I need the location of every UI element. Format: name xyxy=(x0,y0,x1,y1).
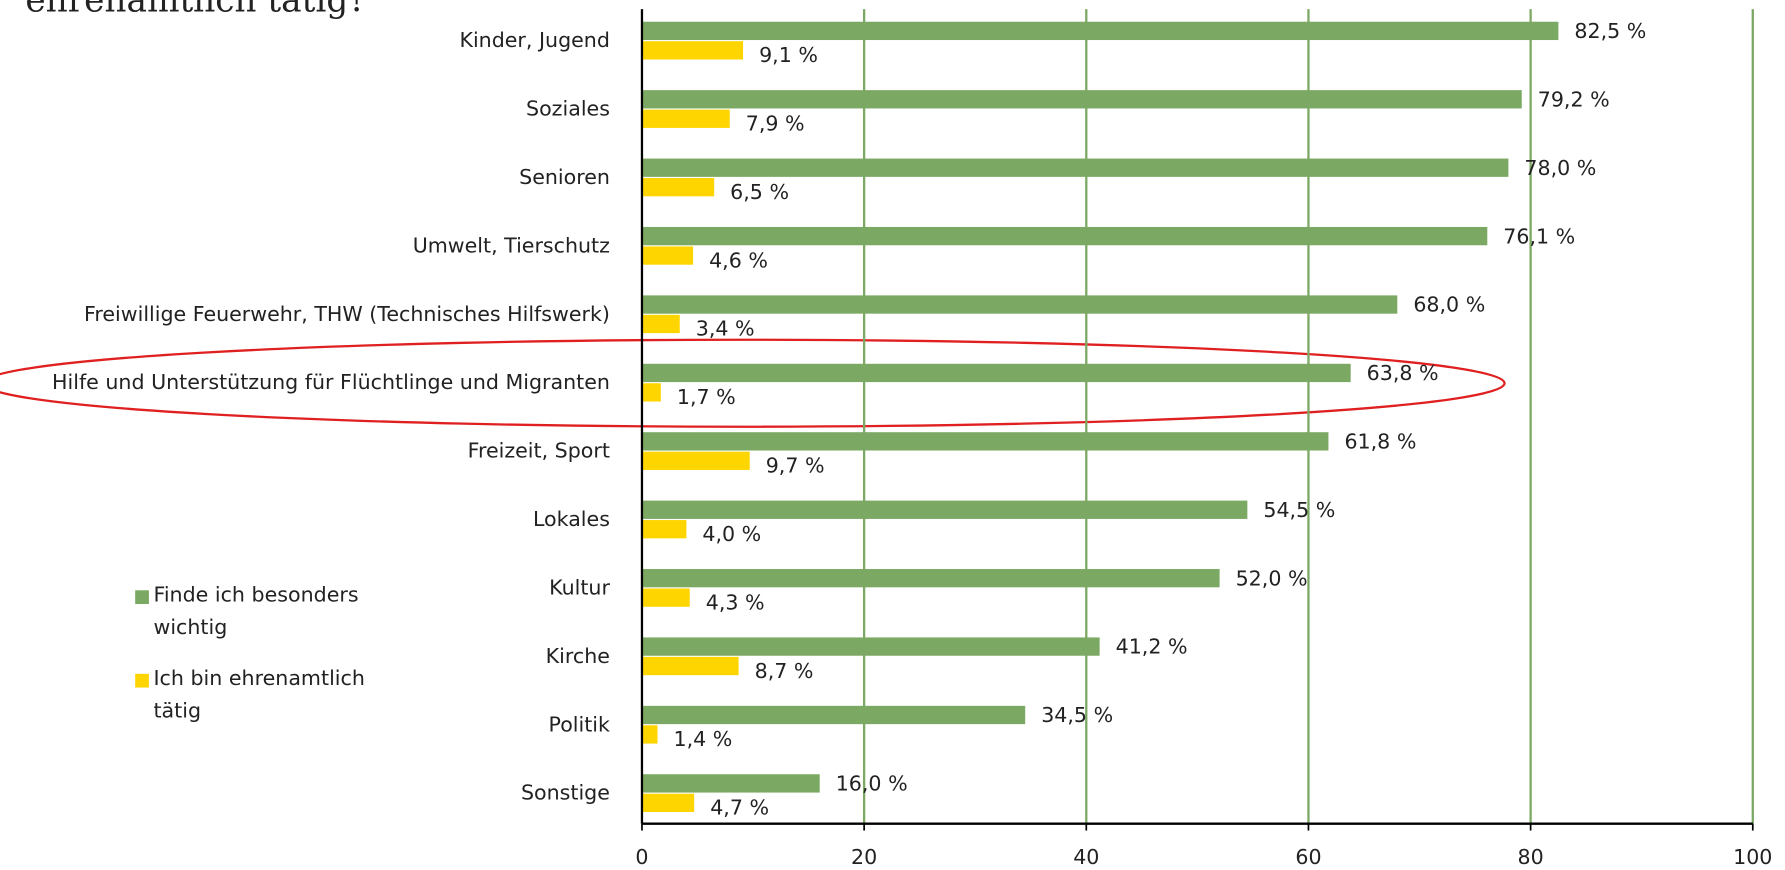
value-label: 9,7 % xyxy=(766,454,825,478)
value-label: 8,7 % xyxy=(755,659,814,683)
bar xyxy=(641,90,1522,109)
bar xyxy=(641,569,1220,588)
bar xyxy=(641,178,715,197)
value-label: 41,2 % xyxy=(1116,635,1188,659)
value-label: 16,0 % xyxy=(836,772,908,796)
y-tick-label: Lokales xyxy=(533,507,610,531)
value-label: 4,6 % xyxy=(709,248,768,272)
x-tick-label: 0 xyxy=(635,845,648,866)
y-tick-label: Kinder, Jugend xyxy=(459,28,609,52)
bar xyxy=(641,295,1398,314)
bar xyxy=(641,793,695,813)
y-tick-label: Soziales xyxy=(526,97,610,121)
bar xyxy=(641,158,1509,177)
bar xyxy=(641,432,1329,451)
y-tick-label: Politik xyxy=(549,712,610,736)
value-label: 4,7 % xyxy=(710,796,769,820)
bar xyxy=(641,656,739,676)
y-tick-label: Hilfe und Unterstützung für Flüchtlinge … xyxy=(52,370,610,394)
legend-item: Ich bin ehrenamtlich tätig xyxy=(153,666,365,724)
legend-label: Finde ich besonders wichtig xyxy=(153,583,359,640)
bar xyxy=(641,21,1559,41)
bar xyxy=(641,774,820,793)
value-label: 7,9 % xyxy=(746,111,805,135)
legend-label: Ich bin ehrenamtlich tätig xyxy=(153,666,365,724)
value-label: 68,0 % xyxy=(1413,293,1485,317)
highlight-ellipse xyxy=(0,338,1506,428)
y-tick-label: Umwelt, Tierschutz xyxy=(413,233,610,257)
y-tick-label: Freizeit, Sport xyxy=(468,439,610,463)
value-label: 4,0 % xyxy=(702,522,761,546)
x-tick-label: 40 xyxy=(1073,845,1099,866)
bar xyxy=(641,363,1351,383)
value-label: 63,8 % xyxy=(1367,361,1439,385)
value-label: 1,7 % xyxy=(677,385,736,409)
x-tick-label: 100 xyxy=(1733,845,1772,866)
y-tick-label: Senioren xyxy=(519,165,610,189)
bar xyxy=(641,451,750,470)
value-label: 9,1 % xyxy=(759,43,818,67)
bar xyxy=(641,637,1100,656)
bar xyxy=(641,314,680,334)
bar xyxy=(641,705,1026,725)
legend-item: Finde ich besonders wichtig xyxy=(153,583,359,640)
value-label: 76,1 % xyxy=(1503,224,1575,248)
value-label: 4,3 % xyxy=(706,590,765,614)
y-tick-label: Freiwillige Feuerwehr, THW (Technisches … xyxy=(84,302,610,326)
value-label: 3,4 % xyxy=(696,317,755,341)
chart-title: ehrenamtlich tätig? xyxy=(25,0,366,20)
y-tick-label: Sonstige xyxy=(521,781,610,805)
x-tick-label: 60 xyxy=(1295,845,1321,866)
value-label: 54,5 % xyxy=(1263,498,1335,522)
value-label: 82,5 % xyxy=(1574,19,1646,43)
bar xyxy=(641,226,1488,246)
value-label: 1,4 % xyxy=(674,727,733,751)
value-label: 78,0 % xyxy=(1524,156,1596,180)
bar xyxy=(641,520,687,539)
bar xyxy=(641,588,690,607)
value-label: 6,5 % xyxy=(730,180,789,204)
value-label: 61,8 % xyxy=(1344,429,1416,453)
legend-swatch xyxy=(135,590,149,605)
bar xyxy=(641,109,730,128)
bar xyxy=(641,500,1248,519)
value-label: 34,5 % xyxy=(1041,703,1113,727)
x-tick-label: 80 xyxy=(1518,845,1544,866)
x-tick-label: 20 xyxy=(851,845,877,866)
bar xyxy=(641,725,658,744)
legend-swatch xyxy=(135,673,149,688)
bar xyxy=(641,41,744,60)
bar xyxy=(641,246,694,265)
y-tick-label: Kultur xyxy=(549,575,610,599)
value-label: 79,2 % xyxy=(1538,87,1610,111)
bar xyxy=(641,383,661,402)
y-tick-label: Kirche xyxy=(546,644,610,668)
value-label: 52,0 % xyxy=(1236,566,1308,590)
